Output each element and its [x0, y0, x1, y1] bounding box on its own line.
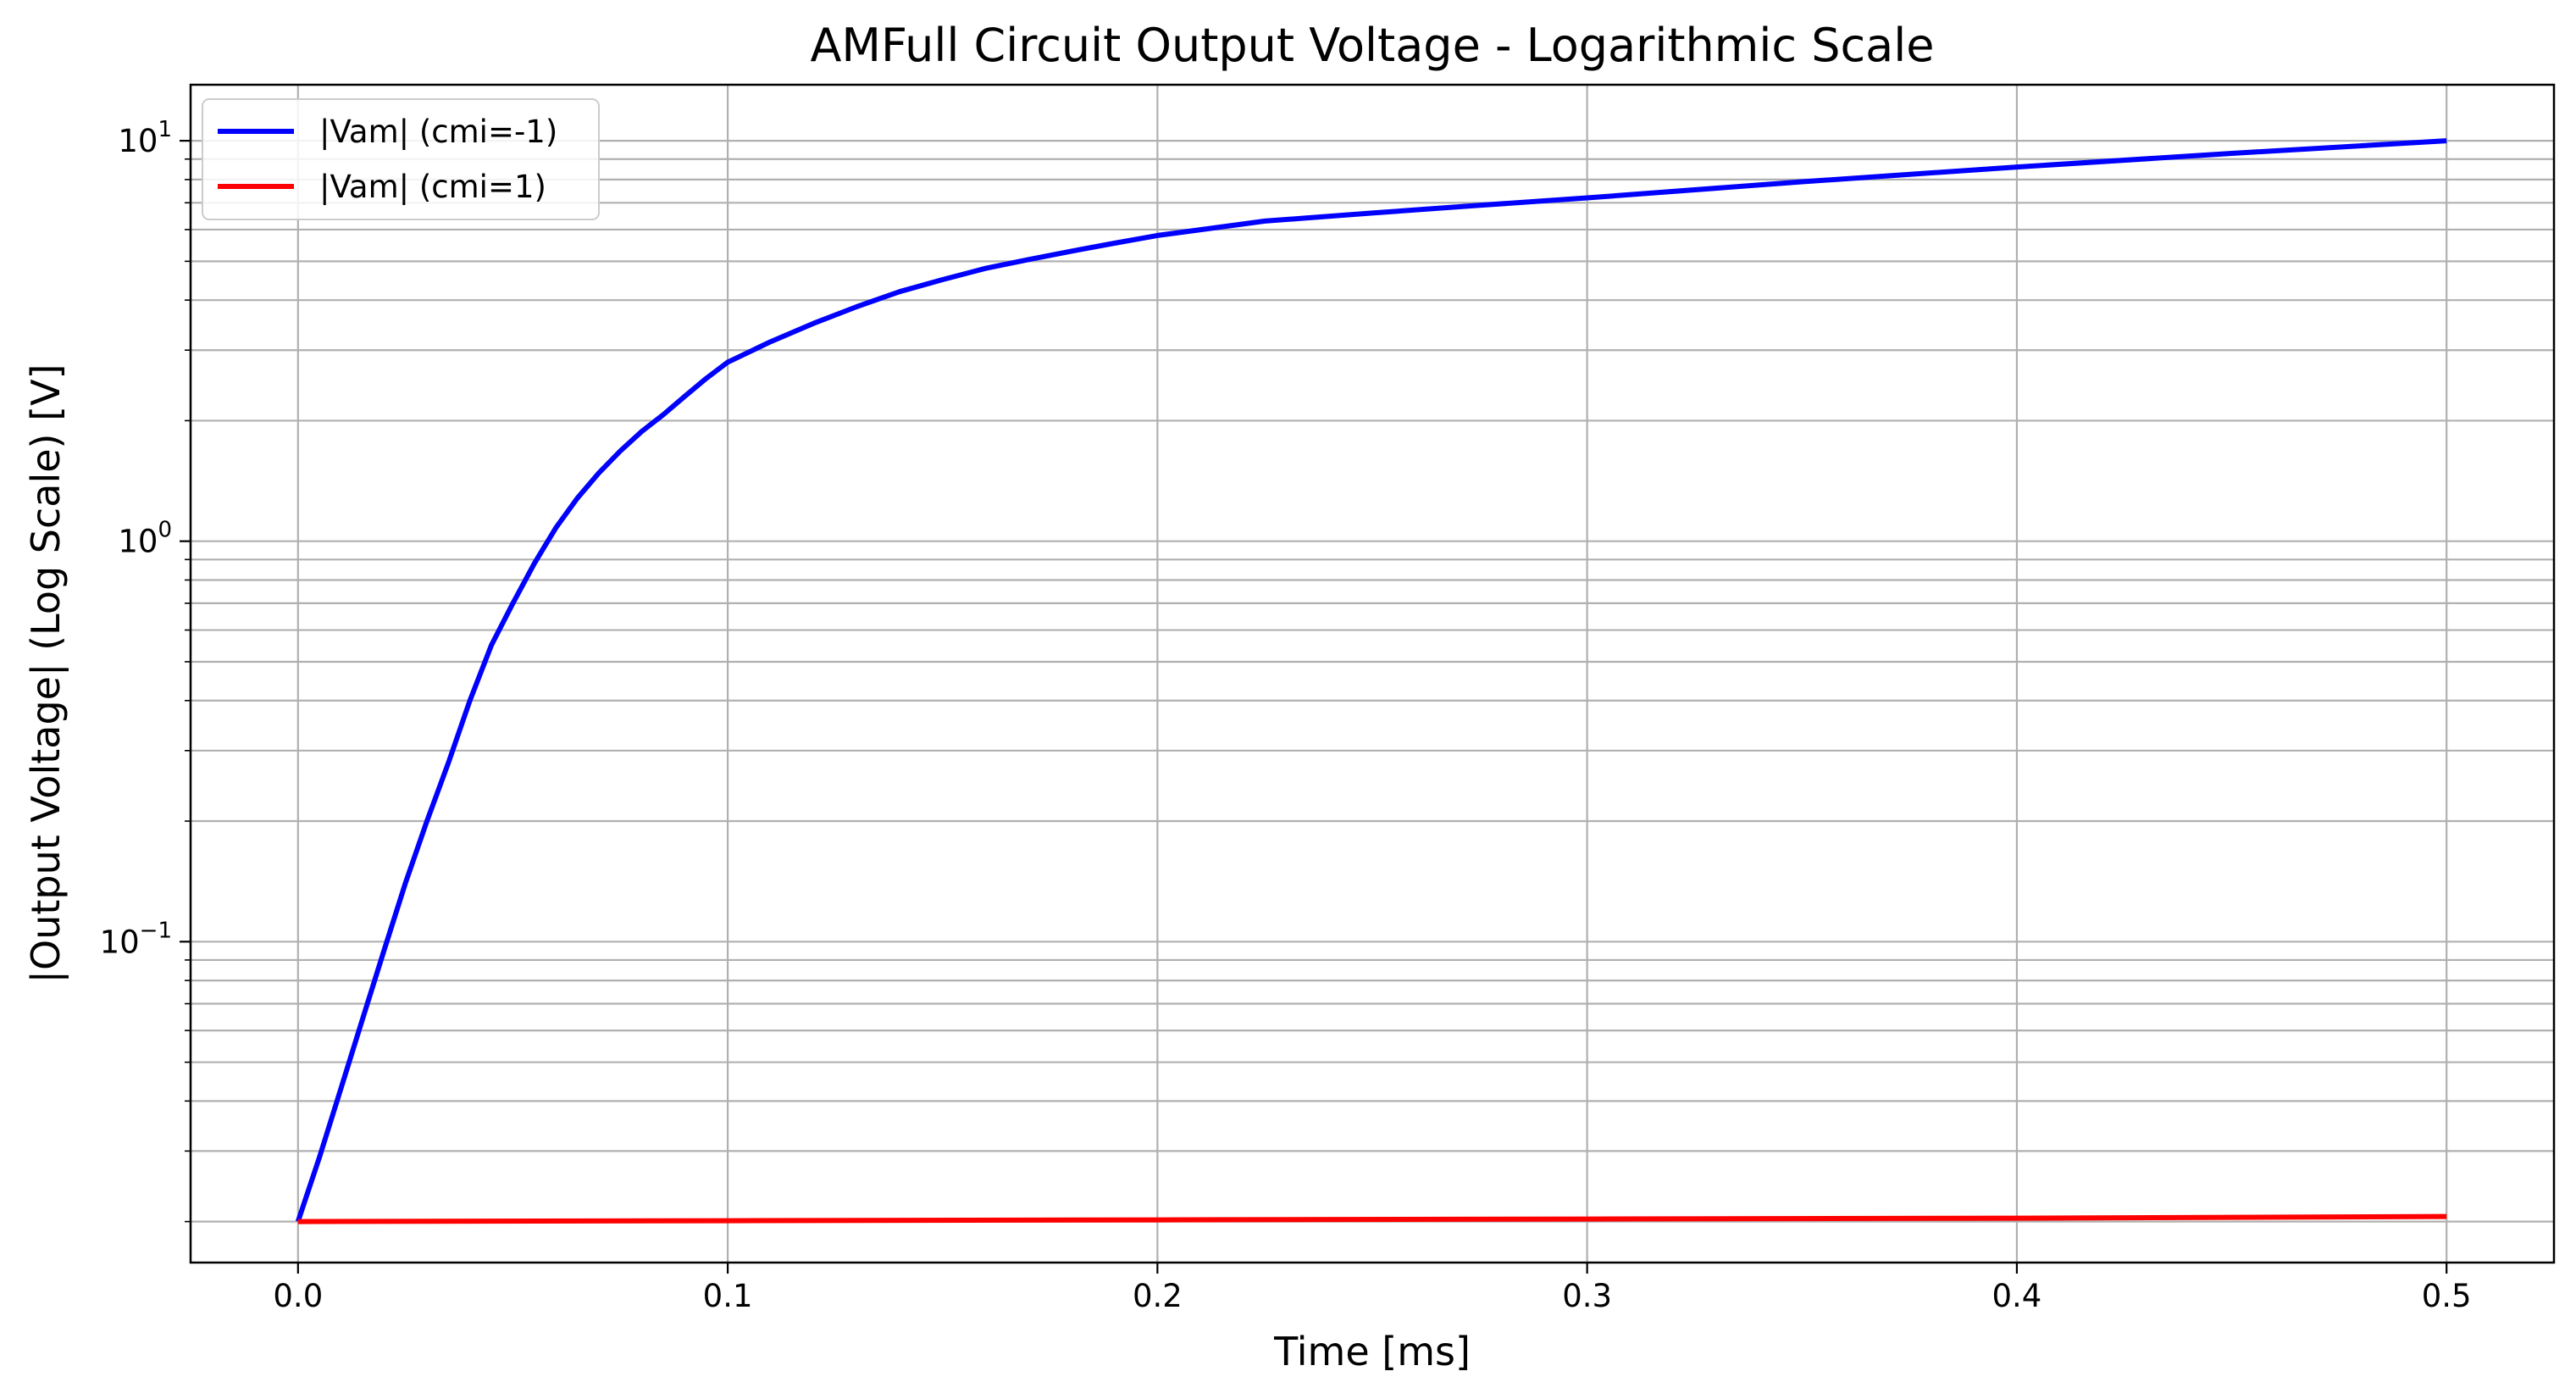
y-tick-exponent: 1: [158, 117, 172, 142]
y-tick-exponent: 0: [158, 518, 172, 543]
y-tick-label: 10−1: [100, 918, 172, 960]
x-tick-label: 0.2: [1133, 1278, 1183, 1314]
x-axis-label: Time [ms]: [1273, 1329, 1471, 1374]
x-tick-label: 0.4: [1992, 1278, 2041, 1314]
y-axis-label: |Output Voltage| (Log Scale) [V]: [23, 364, 69, 984]
x-tick-label: 0.0: [273, 1278, 323, 1314]
x-tick-label: 0.1: [703, 1278, 753, 1314]
y-tick-label: 101: [118, 117, 172, 159]
x-tick-label: 0.5: [2422, 1278, 2472, 1314]
y-tick-base: 10: [118, 524, 158, 560]
plot-frame: [189, 83, 2556, 1264]
y-tick-label: 100: [118, 518, 172, 560]
series-line-0: [295, 138, 2447, 1223]
plot-lines: [295, 138, 2447, 1224]
x-tick-label: 0.3: [1562, 1278, 1612, 1314]
legend-frame: [202, 98, 600, 220]
y-tick-base: 10: [118, 123, 158, 159]
chart-title: AMFull Circuit Output Voltage - Logarith…: [810, 19, 1934, 72]
y-tick-exponent: −1: [140, 918, 172, 943]
grid: [191, 85, 2554, 1263]
series-line-1: [297, 1213, 2447, 1224]
legend-label-cmi-neg1: |Vam| (cmi=-1): [319, 114, 557, 150]
legend-label-cmi-1: |Vam| (cmi=1): [319, 169, 546, 205]
y-tick-base: 10: [100, 924, 140, 960]
legend: |Vam| (cmi=-1) |Vam| (cmi=1): [202, 98, 600, 220]
